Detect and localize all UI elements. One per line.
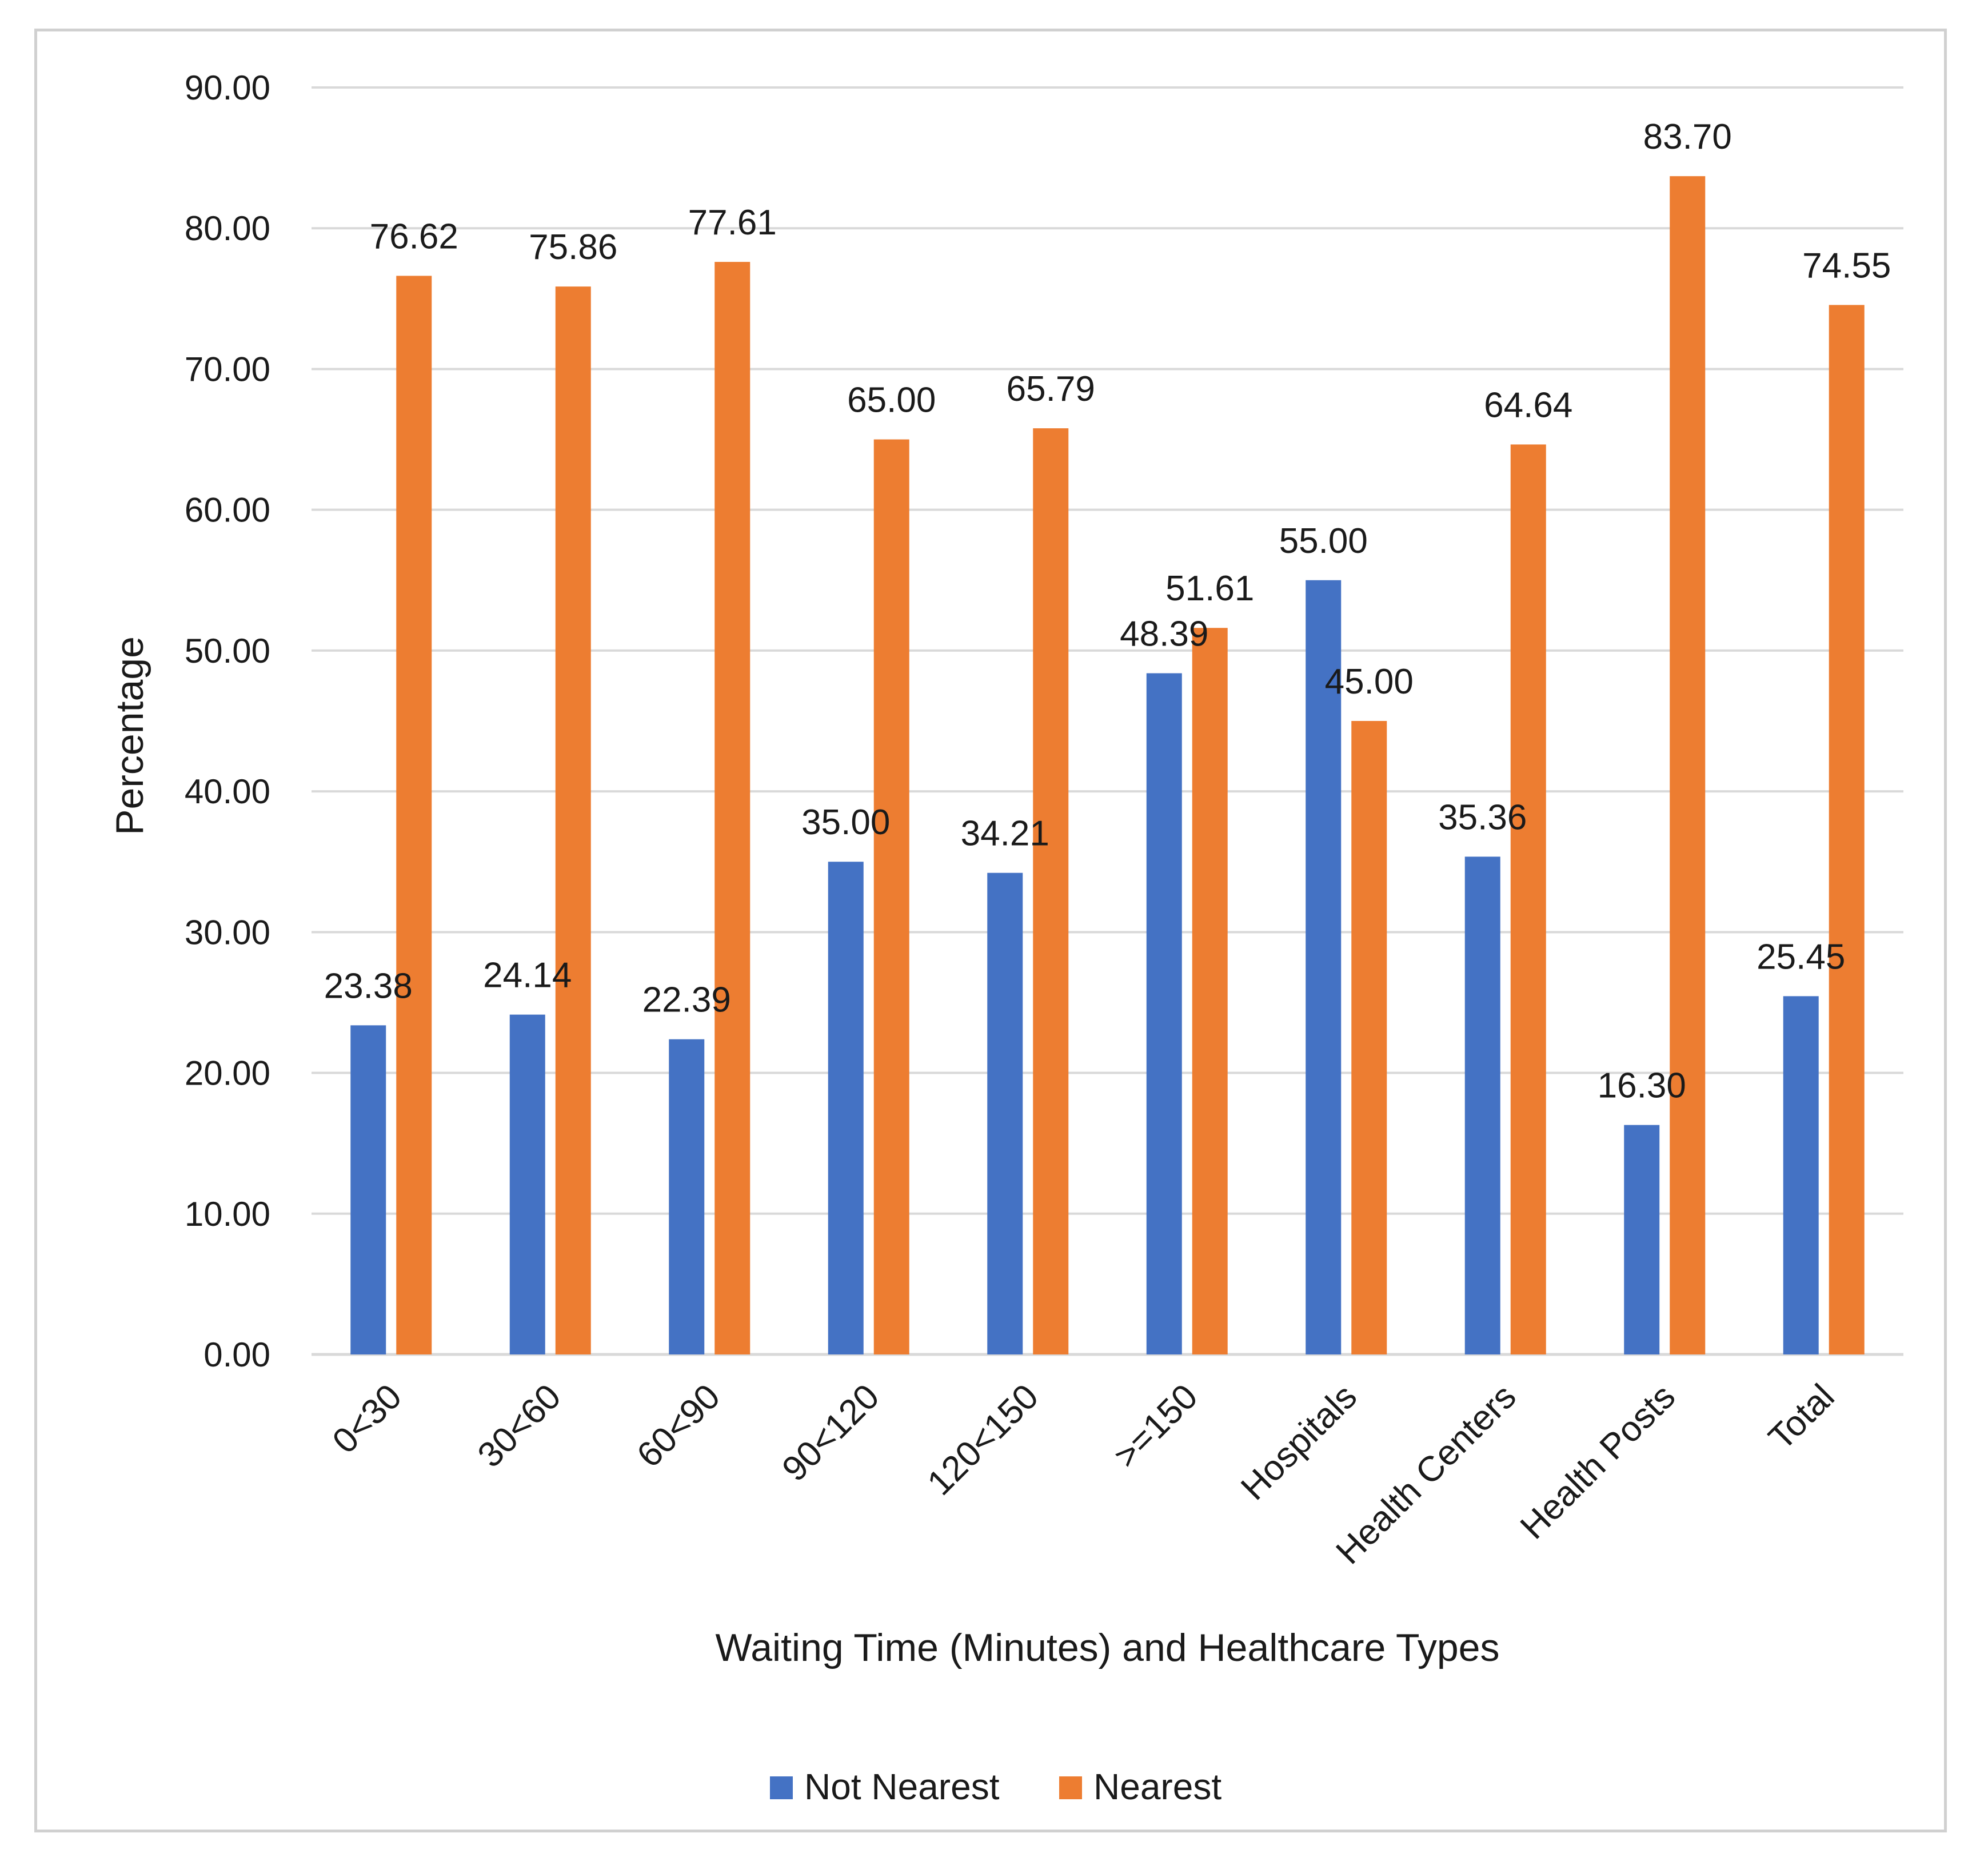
bar-not-nearest <box>828 862 864 1354</box>
y-tick-label: 80.00 <box>185 209 270 248</box>
data-label: 55.00 <box>1279 521 1368 561</box>
data-label: 23.38 <box>324 966 413 1006</box>
x-category-label: >=150 <box>1107 1377 1205 1476</box>
y-tick-label: 0.00 <box>203 1336 270 1374</box>
bar-nearest <box>1510 444 1546 1354</box>
data-label: 83.70 <box>1643 117 1732 157</box>
data-label: 76.62 <box>370 217 458 256</box>
gridlines <box>312 86 1903 1356</box>
legend-swatch-not-nearest <box>770 1776 793 1799</box>
bar-not-nearest <box>669 1039 705 1354</box>
legend-label-nearest: Nearest <box>1093 1766 1221 1807</box>
data-label: 35.00 <box>801 803 890 842</box>
x-category-label: Total <box>1761 1377 1842 1457</box>
y-tick-label: 10.00 <box>185 1195 270 1233</box>
bar-chart: 0.00 10.00 20.00 30.00 40.00 50.00 60.00 70.00 8… <box>108 69 1903 1807</box>
x-category-label: Hospitals <box>1233 1377 1364 1508</box>
data-label: 22.39 <box>642 981 731 1020</box>
data-label: 24.14 <box>483 956 572 995</box>
x-category-label: 60<90 <box>629 1377 728 1475</box>
x-category-label: 120<150 <box>920 1377 1046 1503</box>
bar-nearest <box>396 276 432 1355</box>
bar-not-nearest <box>1464 856 1500 1354</box>
x-axis-title: Waiting Time (Minutes) and Healthcare Ty… <box>716 1626 1500 1669</box>
legend: Not Nearest Nearest <box>770 1766 1221 1807</box>
data-label: 48.39 <box>1120 615 1208 654</box>
legend-label-not-nearest: Not Nearest <box>804 1766 1000 1807</box>
bar-nearest <box>1829 305 1865 1354</box>
x-category-label: 0<30 <box>325 1377 410 1461</box>
y-axis-ticks: 0.00 10.00 20.00 30.00 40.00 50.00 60.00 70.00 8… <box>185 69 270 1374</box>
bar-not-nearest <box>987 872 1023 1354</box>
data-label: 75.86 <box>529 228 617 267</box>
bar-nearest <box>555 286 591 1355</box>
bar-not-nearest <box>350 1025 386 1354</box>
bar-nearest <box>714 262 751 1354</box>
legend-swatch-nearest <box>1059 1776 1082 1799</box>
data-labels: 23.38 76.62 24.14 75.86 22.39 77.61 35.00 65.00… <box>324 117 1891 1106</box>
y-tick-label: 40.00 <box>185 772 270 811</box>
data-label: 34.21 <box>961 814 1049 854</box>
data-label: 25.45 <box>1757 937 1845 977</box>
data-label: 65.00 <box>847 381 936 420</box>
y-tick-label: 30.00 <box>185 913 270 951</box>
bar-not-nearest <box>1624 1125 1660 1354</box>
y-tick-label: 90.00 <box>185 69 270 107</box>
y-tick-label: 50.00 <box>185 632 270 670</box>
data-label: 51.61 <box>1165 569 1254 608</box>
x-category-label: 30<60 <box>470 1377 569 1475</box>
bar-nearest <box>1351 721 1387 1354</box>
bar-not-nearest <box>1783 996 1819 1354</box>
y-tick-label: 60.00 <box>185 491 270 529</box>
bar-not-nearest <box>1306 580 1342 1354</box>
chart-frame: 0.00 10.00 20.00 30.00 40.00 50.00 60.00 70.00 8… <box>34 29 1947 1832</box>
bar-nearest <box>1033 428 1069 1354</box>
data-label: 35.36 <box>1438 798 1527 837</box>
bar-not-nearest <box>1146 673 1182 1354</box>
bar-not-nearest <box>509 1014 545 1354</box>
bar-nearest <box>1192 628 1228 1354</box>
y-axis-title: Percentage <box>108 636 151 835</box>
data-label: 77.61 <box>688 203 777 242</box>
bar-nearest <box>873 439 909 1354</box>
y-tick-label: 20.00 <box>185 1054 270 1093</box>
data-label: 16.30 <box>1598 1066 1686 1106</box>
data-label: 64.64 <box>1484 385 1572 425</box>
bar-nearest <box>1670 176 1706 1354</box>
x-category-label: Health Posts <box>1513 1377 1683 1547</box>
data-label: 74.55 <box>1802 246 1891 285</box>
y-tick-label: 70.00 <box>185 350 270 388</box>
x-axis-categories: 0<30 30<60 60<90 90<120 120<150 >=150 Hospital… <box>325 1377 1842 1572</box>
data-label: 45.00 <box>1325 662 1414 702</box>
bars <box>350 176 1865 1355</box>
x-category-label: 90<120 <box>775 1377 887 1489</box>
data-label: 65.79 <box>1007 369 1095 409</box>
